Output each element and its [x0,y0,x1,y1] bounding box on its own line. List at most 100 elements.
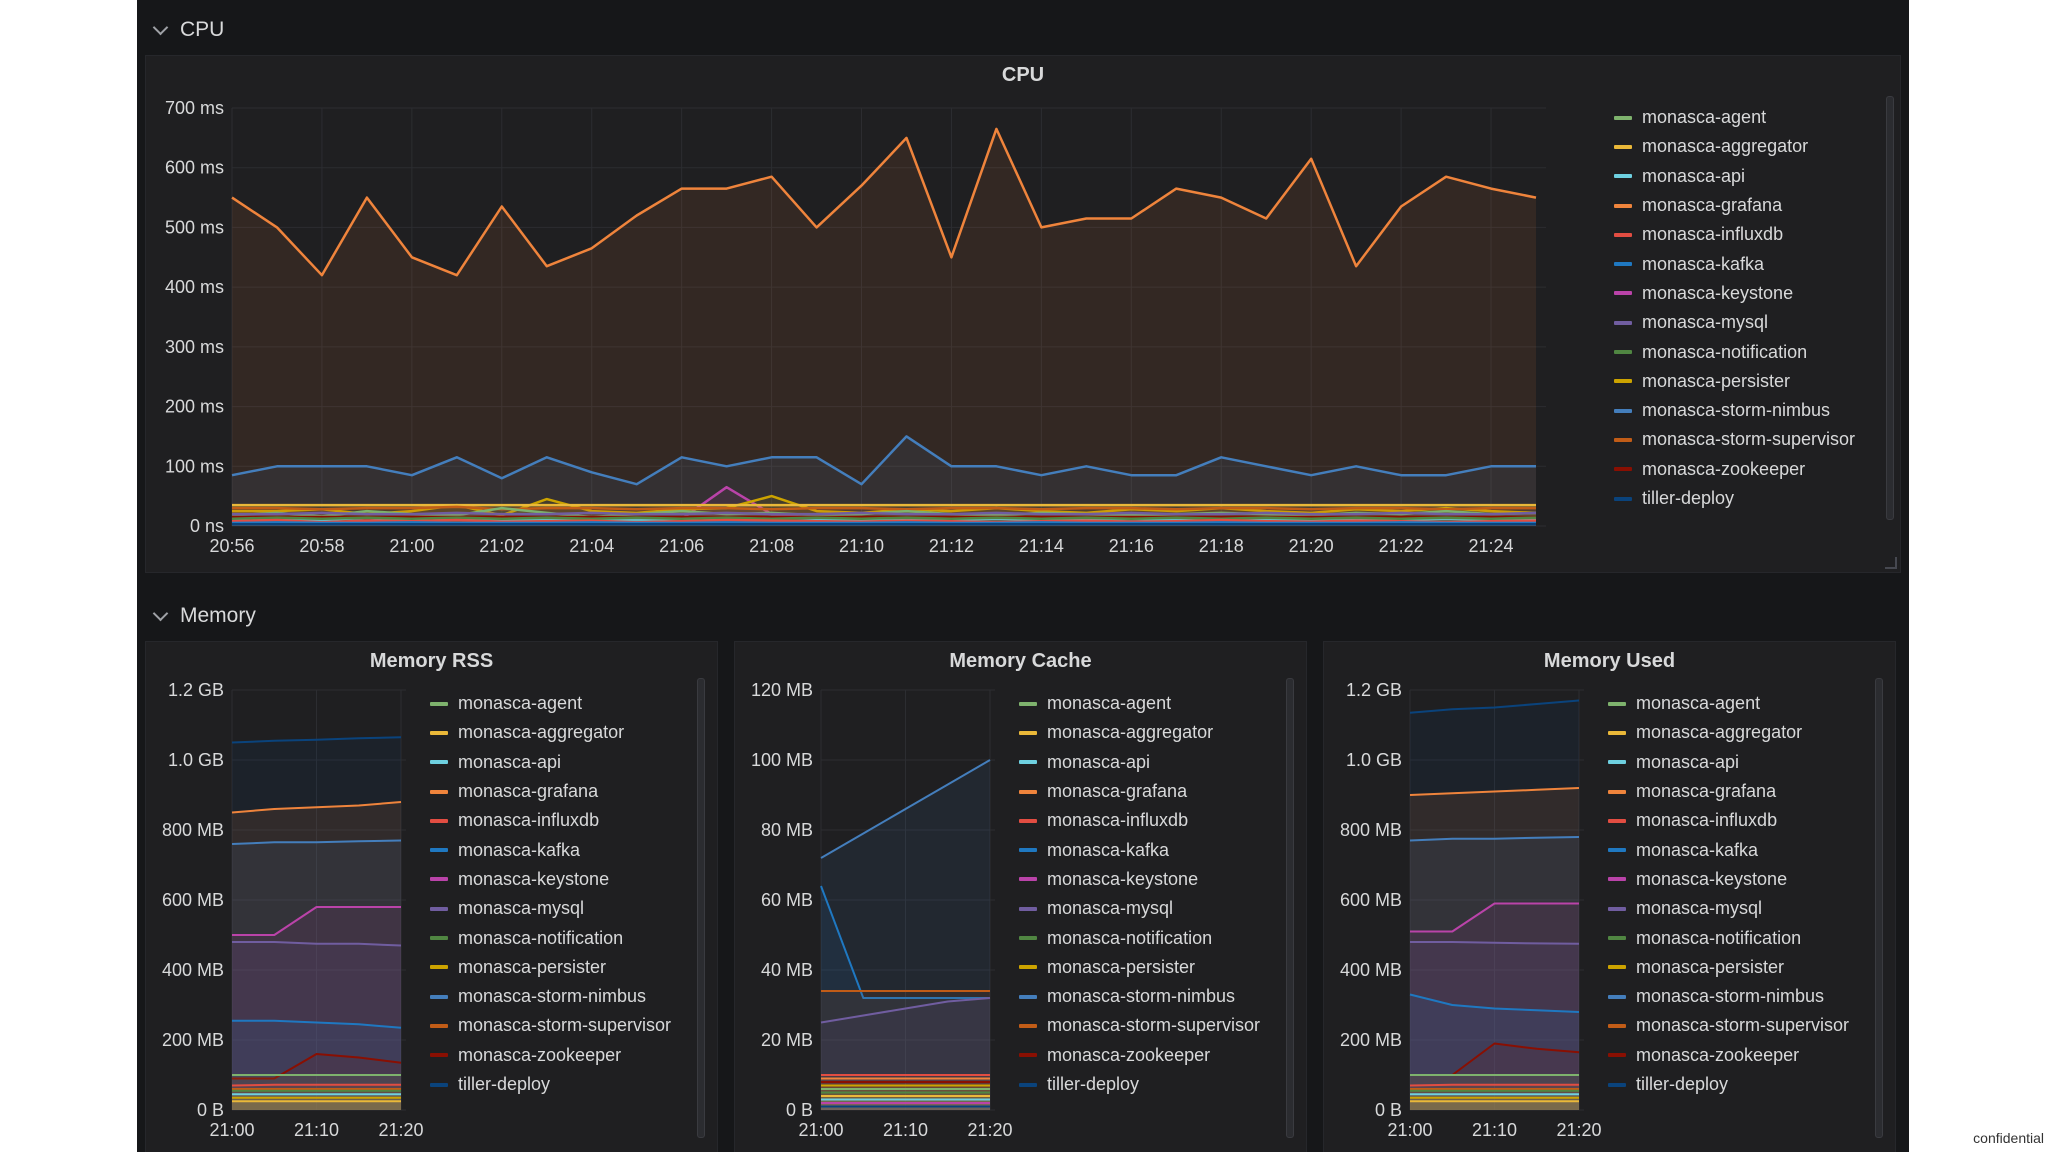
cpu-legend-item-monasca-kafka[interactable]: monasca-kafka [1614,249,1855,278]
rss-legend-item-monasca-storm-nimbus[interactable]: monasca-storm-nimbus [430,982,671,1011]
cpu-legend-item-monasca-influxdb[interactable]: monasca-influxdb [1614,220,1855,249]
cache-legend-item-monasca-influxdb[interactable]: monasca-influxdb [1019,806,1260,835]
memory-rss-chart[interactable]: 0 B 200 MB 400 MB 600 MB 800 MB 1.0 GB 1.2 GB 2… [146,642,436,1152]
used-legend-item-monasca-zookeeper[interactable]: monasca-zookeeper [1608,1041,1849,1070]
cache-legend-item-monasca-persister[interactable]: monasca-persister [1019,953,1260,982]
cpu-legend-item-monasca-aggregator[interactable]: monasca-aggregator [1614,132,1855,161]
series-line-monasca-storm-nimbus[interactable] [1409,836,1580,842]
rss-legend-item-monasca-mysql[interactable]: monasca-mysql [430,894,671,923]
series-line-monasca-mysql[interactable] [1410,941,1580,945]
used-legend-item-monasca-persister[interactable]: monasca-persister [1608,953,1849,982]
series-line-monasca-mysql[interactable] [232,941,402,947]
rss-legend-item-tiller-deploy[interactable]: tiller-deploy [430,1070,671,1099]
series-line-monasca-kafka[interactable] [231,521,1536,525]
memory-cache-panel-title[interactable]: Memory Cache [949,650,1092,672]
cpu-panel-title[interactable]: CPU [1001,64,1045,86]
used-legend-item-monasca-keystone[interactable]: monasca-keystone [1608,865,1849,894]
memory-cache-legend-scrollbar[interactable] [1286,678,1294,1138]
series-line-monasca-influxdb[interactable] [231,518,1537,524]
memory-cache-chart[interactable]: 0 B 20 MB 40 MB 60 MB 80 MB 100 MB 120 MB 21:00… [735,642,1025,1152]
cache-legend-item-monasca-zookeeper[interactable]: monasca-zookeeper [1019,1041,1260,1070]
used-legend-item-monasca-storm-supervisor[interactable]: monasca-storm-supervisor [1608,1011,1849,1040]
cache-legend-item-monasca-agent[interactable]: monasca-agent [1019,689,1260,718]
cache-legend-item-tiller-deploy[interactable]: tiller-deploy [1019,1070,1260,1099]
cpu-legend-item-monasca-notification[interactable]: monasca-notification [1614,337,1855,366]
series-line-monasca-storm-nimbus[interactable] [820,759,991,859]
series-line-monasca-mysql[interactable] [820,997,991,1024]
cache-legend-item-monasca-grafana[interactable]: monasca-grafana [1019,777,1260,806]
rss-legend-item-monasca-agent[interactable]: monasca-agent [430,689,671,718]
cache-legend-item-monasca-kafka[interactable]: monasca-kafka [1019,835,1260,864]
rss-legend-item-monasca-grafana[interactable]: monasca-grafana [430,777,671,806]
series-line-monasca-notification[interactable] [231,516,1537,521]
row-title-memory: Memory [180,604,256,627]
used-legend-item-monasca-influxdb[interactable]: monasca-influxdb [1608,806,1849,835]
cpu-legend-item-tiller-deploy[interactable]: tiller-deploy [1614,484,1855,513]
cache-legend-item-monasca-mysql[interactable]: monasca-mysql [1019,894,1260,923]
rss-legend-item-monasca-storm-supervisor[interactable]: monasca-storm-supervisor [430,1011,671,1040]
memory-used-chart[interactable]: 0 B 200 MB 400 MB 600 MB 800 MB 1.0 GB 1.2 GB 2… [1324,642,1614,1152]
series-line-monasca-kafka[interactable] [232,1019,402,1029]
series-line-monasca-grafana[interactable] [1409,787,1580,796]
cpu-legend-scrollbar[interactable] [1886,96,1894,520]
rss-legend-item-monasca-notification[interactable]: monasca-notification [430,923,671,952]
series-line-monasca-kafka[interactable] [1409,993,1580,1013]
rss-legend-item-monasca-persister[interactable]: monasca-persister [430,953,671,982]
used-legend-item-monasca-agent[interactable]: monasca-agent [1608,689,1849,718]
cache-legend-item-monasca-aggregator[interactable]: monasca-aggregator [1019,718,1260,747]
series-line-tiller-deploy[interactable] [1409,699,1580,714]
memory-used-panel-title[interactable]: Memory Used [1543,650,1676,672]
panel-resize-handle[interactable] [1885,557,1897,569]
memory-rss-legend-scrollbar[interactable] [697,678,705,1138]
row-header-memory[interactable]: Memory [149,598,256,634]
cpu-legend-item-monasca-storm-nimbus[interactable]: monasca-storm-nimbus [1614,396,1855,425]
row-header-cpu[interactable]: CPU [149,12,224,48]
series-line-monasca-zookeeper[interactable] [232,1053,402,1080]
series-line-monasca-influxdb[interactable] [1409,1083,1579,1087]
series-line-monasca-storm-nimbus[interactable] [231,839,402,845]
rss-legend-item-monasca-kafka[interactable]: monasca-kafka [430,835,671,864]
rss-legend-item-monasca-influxdb[interactable]: monasca-influxdb [430,806,671,835]
chevron-down-icon[interactable] [152,605,169,621]
series-line-monasca-influxdb[interactable] [231,1083,401,1087]
rss-legend-item-monasca-aggregator[interactable]: monasca-aggregator [430,718,671,747]
chevron-down-icon[interactable] [152,19,169,35]
series-line-monasca-kafka[interactable] [820,885,990,999]
cache-legend-item-monasca-notification[interactable]: monasca-notification [1019,923,1260,952]
used-legend-item-monasca-api[interactable]: monasca-api [1608,748,1849,777]
used-legend-item-monasca-aggregator[interactable]: monasca-aggregator [1608,718,1849,747]
series-line-monasca-storm-supervisor[interactable] [232,505,1536,511]
series-line-monasca-grafana[interactable] [231,127,1537,277]
cpu-legend-item-monasca-grafana[interactable]: monasca-grafana [1614,191,1855,220]
cpu-legend-item-monasca-persister[interactable]: monasca-persister [1614,367,1855,396]
used-legend-item-monasca-storm-nimbus[interactable]: monasca-storm-nimbus [1608,982,1849,1011]
used-legend-item-monasca-kafka[interactable]: monasca-kafka [1608,835,1849,864]
cache-legend-item-monasca-keystone[interactable]: monasca-keystone [1019,865,1260,894]
legend-swatch [1608,1053,1626,1058]
cpu-legend-item-monasca-zookeeper[interactable]: monasca-zookeeper [1614,455,1855,484]
used-legend-item-monasca-notification[interactable]: monasca-notification [1608,923,1849,952]
rss-legend-item-monasca-zookeeper[interactable]: monasca-zookeeper [430,1041,671,1070]
cpu-chart[interactable]: 0 ns 100 ms 200 ms 300 ms 400 ms 500 ms 600 ms… [146,56,1546,574]
used-legend-item-tiller-deploy[interactable]: tiller-deploy [1608,1070,1849,1099]
series-line-monasca-mysql[interactable] [232,511,1537,516]
cache-legend-item-monasca-api[interactable]: monasca-api [1019,748,1260,777]
cpu-legend-item-monasca-agent[interactable]: monasca-agent [1614,103,1855,132]
rss-legend-item-monasca-keystone[interactable]: monasca-keystone [430,865,671,894]
cpu-legend-item-monasca-api[interactable]: monasca-api [1614,162,1855,191]
memory-used-legend-scrollbar[interactable] [1875,678,1883,1138]
cache-legend-item-monasca-storm-supervisor[interactable]: monasca-storm-supervisor [1019,1011,1260,1040]
series-line-monasca-keystone[interactable] [232,906,401,936]
series-line-monasca-keystone[interactable] [1410,902,1579,933]
cache-legend-item-monasca-storm-nimbus[interactable]: monasca-storm-nimbus [1019,982,1260,1011]
series-line-monasca-grafana[interactable] [231,801,402,814]
cpu-legend-item-monasca-mysql[interactable]: monasca-mysql [1614,308,1855,337]
memory-rss-panel-title[interactable]: Memory RSS [369,650,494,672]
series-line-monasca-storm-nimbus[interactable] [231,435,1536,486]
series-line-tiller-deploy[interactable] [231,736,402,744]
used-legend-item-monasca-grafana[interactable]: monasca-grafana [1608,777,1849,806]
used-legend-item-monasca-mysql[interactable]: monasca-mysql [1608,894,1849,923]
rss-legend-item-monasca-api[interactable]: monasca-api [430,748,671,777]
cpu-legend-item-monasca-storm-supervisor[interactable]: monasca-storm-supervisor [1614,425,1855,454]
cpu-legend-item-monasca-keystone[interactable]: monasca-keystone [1614,279,1855,308]
